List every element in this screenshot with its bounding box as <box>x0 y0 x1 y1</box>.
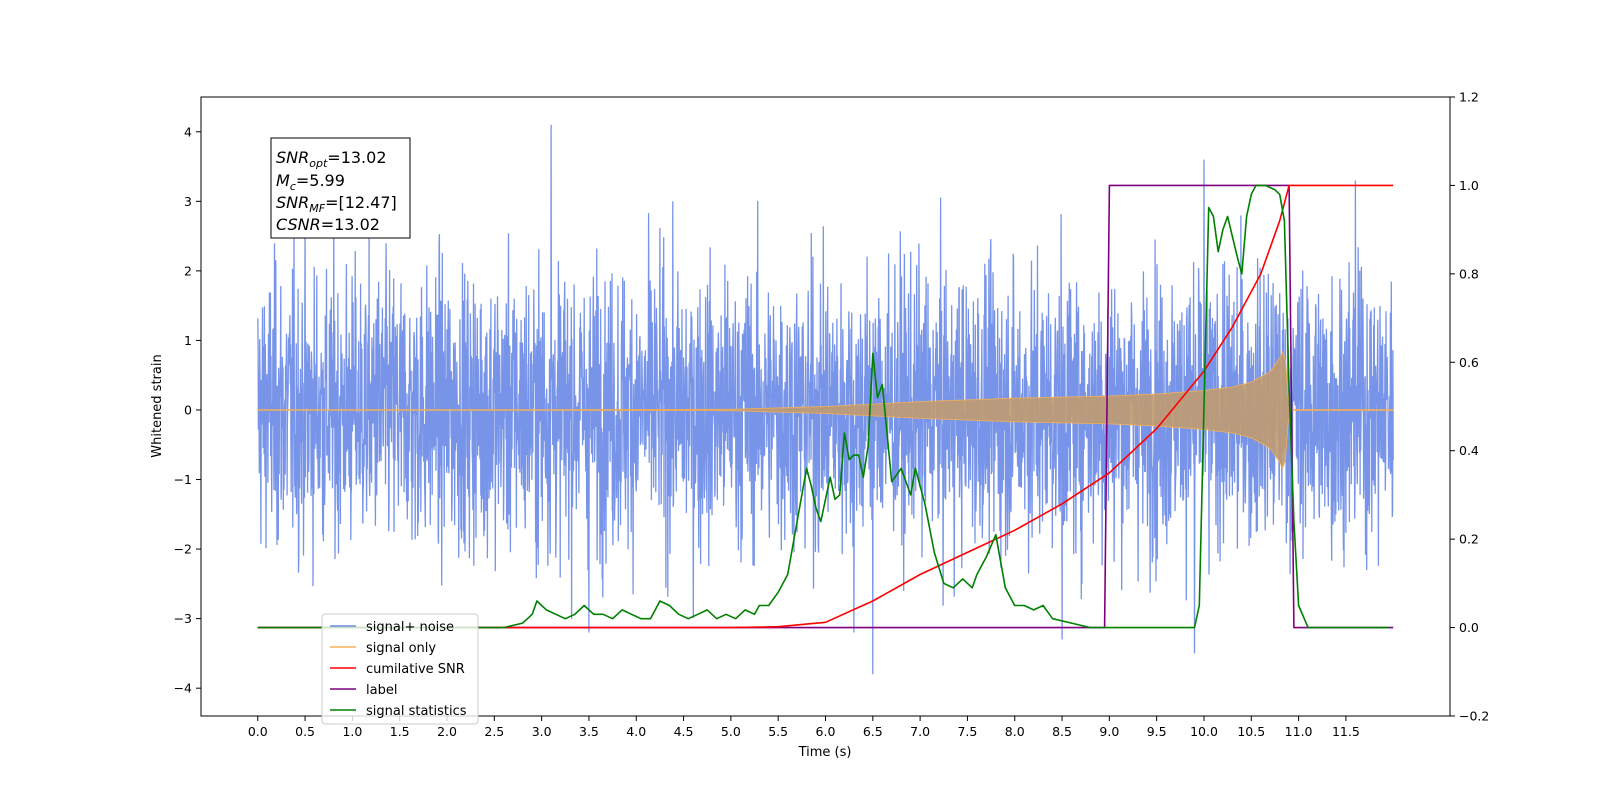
annotation-snr-opt: SNRopt=13.02 <box>276 148 387 170</box>
x-tick-label: 4.5 <box>674 724 694 739</box>
x-tick-label: 2.5 <box>484 724 504 739</box>
x-tick-label: 9.0 <box>1099 724 1119 739</box>
annotation-snr-opt-subscript: opt <box>309 157 328 170</box>
annotation-snr-opt-value: =13.02 <box>327 148 386 167</box>
axes-ticks: 0.0 0.5 1.0 1.5 2.0 2.5 3.0 3.5 4.0 4.5 5.0 5.5 6.0 6… <box>174 90 1490 740</box>
legend-label-cumulative-snr: cumilative SNR <box>366 662 465 677</box>
y-tick-label-left: −1 <box>174 472 192 487</box>
x-tick-label: 10.0 <box>1190 724 1218 739</box>
x-tick-label: 8.0 <box>1005 724 1025 739</box>
annotation-csnr: CSNR=13.02 <box>276 215 380 234</box>
x-tick-label: 3.0 <box>532 724 552 739</box>
y-tick-label-right: 0.4 <box>1459 443 1479 458</box>
x-tick-label: 3.5 <box>579 724 599 739</box>
y-tick-label-left: 2 <box>184 263 192 278</box>
legend: signal+ noise signal only cumilative SNR… <box>321 613 479 725</box>
y-tick-label-left: 4 <box>184 124 192 139</box>
x-tick-label: 1.5 <box>390 724 410 739</box>
y-tick-label-right: 1.2 <box>1459 90 1479 105</box>
y-tick-label-right: 0.6 <box>1459 355 1479 370</box>
y-tick-label-left: −2 <box>174 542 192 557</box>
series-cumulative-snr <box>257 184 1394 629</box>
x-tick-label: 7.5 <box>957 724 977 739</box>
legend-label-label: label <box>366 683 397 698</box>
annotation-chirp-mass: Mc=5.99 <box>276 171 345 193</box>
y-tick-label-right: 0.8 <box>1459 266 1479 281</box>
x-tick-label: 11.5 <box>1332 724 1360 739</box>
x-tick-label: 1.0 <box>342 724 362 739</box>
x-tick-label: 0.0 <box>248 724 268 739</box>
annotation-csnr-value: =13.02 <box>321 215 380 234</box>
annotation-snr-mf: SNRMF=[12.47] <box>276 193 397 215</box>
legend-label-signal-only: signal only <box>366 641 436 656</box>
x-axis-label: Time (s) <box>798 745 852 760</box>
x-tick-label: 8.5 <box>1052 724 1072 739</box>
annotation-chirp-mass-symbol: M <box>276 171 290 190</box>
y-axis-label-left: Whitened strain <box>150 354 165 457</box>
annotation-snr-mf-value: =[12.47] <box>325 193 397 212</box>
series-signal-noise <box>257 124 1394 675</box>
annotation-chirp-mass-value: =5.99 <box>296 171 345 190</box>
x-tick-label: 2.0 <box>437 724 457 739</box>
x-tick-label: 11.0 <box>1285 724 1313 739</box>
legend-frame <box>321 613 479 725</box>
legend-label-signal-noise: signal+ noise <box>366 620 454 635</box>
x-tick-label: 5.0 <box>721 724 741 739</box>
annotation-frame <box>270 137 411 239</box>
y-tick-label-right: 0.2 <box>1459 532 1479 547</box>
y-tick-label-left: 0 <box>184 402 192 417</box>
plot-area <box>257 124 1394 675</box>
y-tick-label-left: 3 <box>184 194 192 209</box>
y-tick-label-left: 1 <box>184 333 192 348</box>
x-tick-label: 10.5 <box>1237 724 1265 739</box>
y-tick-label-left: −4 <box>174 681 192 696</box>
x-tick-label: 4.0 <box>626 724 646 739</box>
annotation-chirp-mass-subscript: c <box>290 180 296 193</box>
x-tick-label: 5.5 <box>768 724 788 739</box>
x-tick-label: 6.0 <box>816 724 836 739</box>
x-tick-label: 6.5 <box>863 724 883 739</box>
x-tick-label: 0.5 <box>295 724 315 739</box>
y-tick-label-right: −0.2 <box>1459 709 1489 724</box>
series-signal-statistics <box>257 184 1389 629</box>
annotation-box: SNRopt=13.02 Mc=5.99 SNRMF=[12.47] CSNR=… <box>270 137 411 239</box>
y-tick-label-right: 0.0 <box>1459 620 1479 635</box>
legend-label-signal-statistics: signal statistics <box>366 704 467 719</box>
x-tick-label: 7.0 <box>910 724 930 739</box>
annotation-snr-opt-symbol: SNR <box>276 148 309 167</box>
y-tick-label-right: 1.0 <box>1459 178 1479 193</box>
annotation-snr-mf-symbol: SNR <box>276 193 309 212</box>
annotation-snr-mf-subscript: MF <box>309 202 325 215</box>
y-tick-label-left: −3 <box>174 611 192 626</box>
x-tick-label: 9.5 <box>1147 724 1167 739</box>
annotation-csnr-symbol: CSNR <box>276 215 321 234</box>
